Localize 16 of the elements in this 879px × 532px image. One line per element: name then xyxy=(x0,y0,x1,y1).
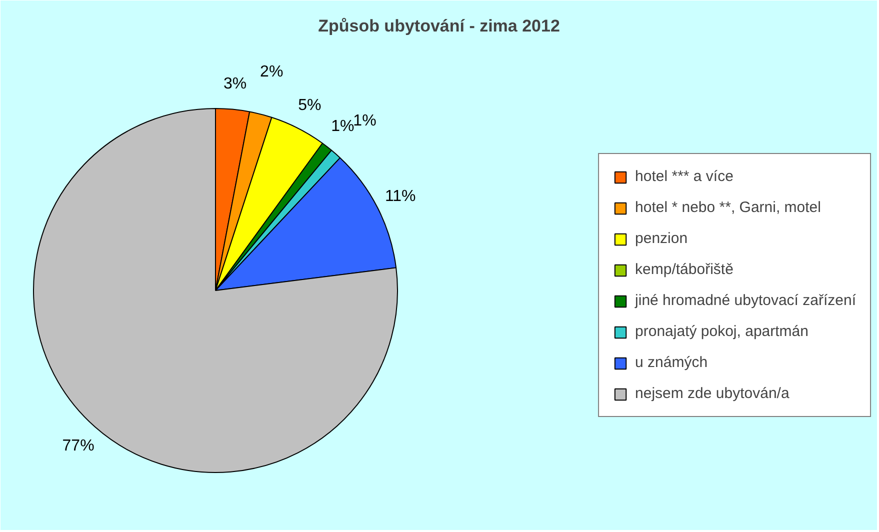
data-label: 2% xyxy=(260,63,284,80)
legend-label: penzion xyxy=(635,230,688,247)
legend-label: kemp/tábořiště xyxy=(635,261,734,278)
legend-label: u známých xyxy=(635,354,708,371)
data-label: 3% xyxy=(223,75,247,92)
chart-title: Způsob ubytování - zima 2012 xyxy=(318,16,560,36)
data-label: 1% xyxy=(331,118,354,136)
data-label: 1% xyxy=(353,112,376,130)
legend-label: hotel *** a více xyxy=(635,168,734,185)
legend-label: jiné hromadné ubytovací zařízení xyxy=(635,292,856,309)
data-label: 5% xyxy=(298,97,322,114)
data-label: 11% xyxy=(384,188,416,205)
legend-label: nejsem zde ubytován/a xyxy=(635,385,790,402)
legend-label: hotel * nebo **, Garni, motel xyxy=(635,199,821,216)
legend-label: pronajatý pokoj, apartmán xyxy=(635,323,808,340)
data-label: 77% xyxy=(62,438,94,455)
